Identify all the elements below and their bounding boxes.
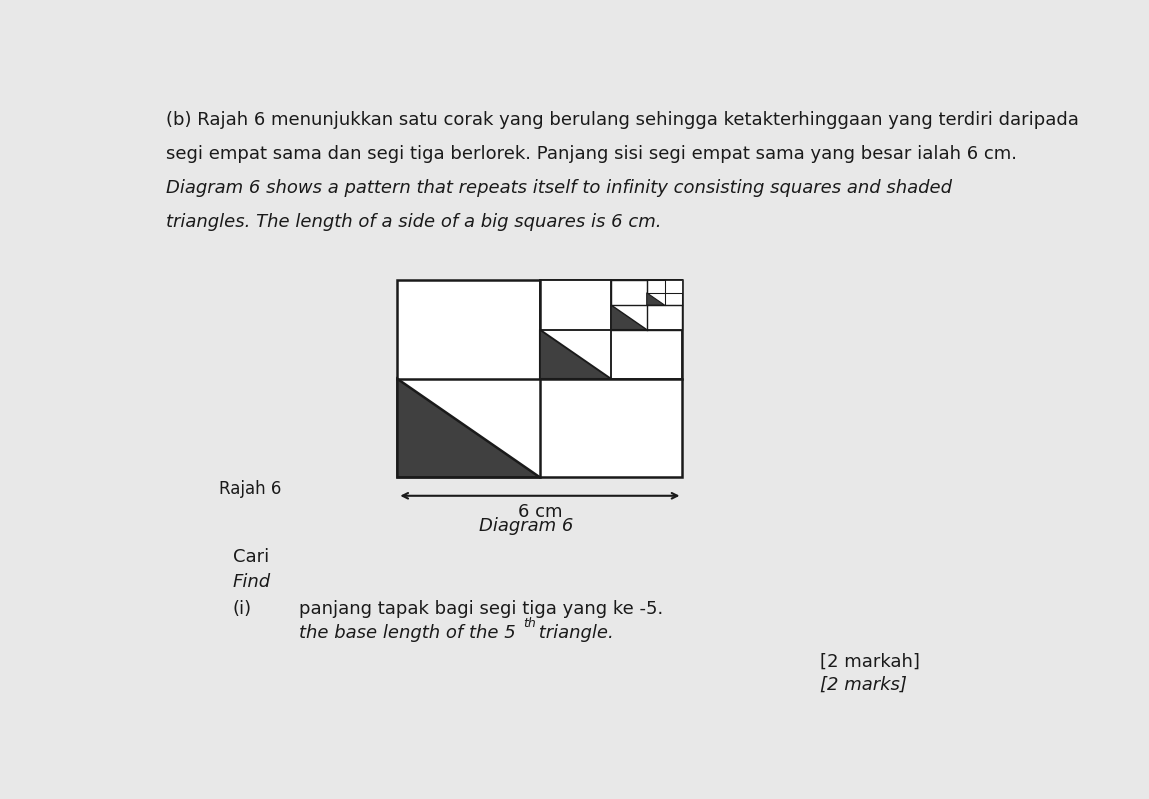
Bar [611,280,683,330]
Text: Cari: Cari [232,548,269,566]
Text: (b) Rajah 6 menunjukkan satu corak yang berulang sehingga ketakterhinggaan yang : (b) Rajah 6 menunjukkan satu corak yang … [165,111,1079,129]
Text: Diagram 6: Diagram 6 [479,517,573,535]
Polygon shape [611,305,647,330]
Bar [647,280,683,305]
Text: Diagram 6 shows a pattern that repeats itself to infinity consisting squares and: Diagram 6 shows a pattern that repeats i… [165,179,951,197]
Text: [2 markah]: [2 markah] [820,653,920,670]
Bar [540,280,683,379]
Text: triangles. The length of a side of a big squares is 6 cm.: triangles. The length of a side of a big… [165,213,662,231]
Polygon shape [540,330,611,379]
Text: Find: Find [232,573,271,590]
Text: th: th [523,617,535,630]
Bar [664,280,683,292]
Text: segi empat sama dan segi tiga berlorek. Panjang sisi segi empat sama yang besar : segi empat sama dan segi tiga berlorek. … [165,145,1017,163]
Text: triangle.: triangle. [533,624,614,642]
Polygon shape [398,379,540,477]
Text: panjang tapak bagi segi tiga yang ke -5.: panjang tapak bagi segi tiga yang ke -5. [300,600,664,618]
Text: [2 marks]: [2 marks] [820,676,908,694]
Polygon shape [647,292,664,305]
Text: the base length of the 5: the base length of the 5 [300,624,516,642]
Bar [398,280,683,477]
Text: Rajah 6: Rajah 6 [219,480,282,499]
Text: (i): (i) [232,600,252,618]
Text: 6 cm: 6 cm [518,503,562,521]
